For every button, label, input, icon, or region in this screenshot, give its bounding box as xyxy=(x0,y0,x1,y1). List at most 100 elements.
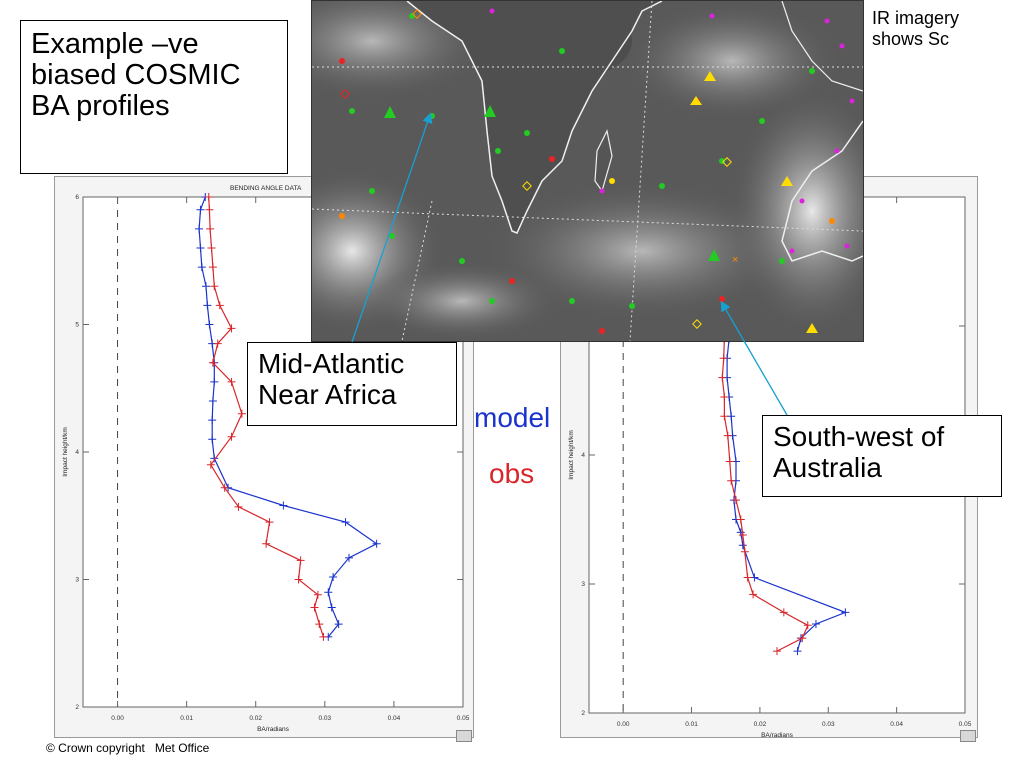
chart0-obs-point xyxy=(206,224,215,233)
chart1-obs-point xyxy=(738,530,747,539)
chart1-obs-point xyxy=(743,573,752,582)
chart1-obs-point xyxy=(773,647,781,656)
chart1-obs-point xyxy=(718,373,727,382)
chart1-obs-point xyxy=(803,621,812,630)
chart1-y-tick-label: 4 xyxy=(581,452,585,459)
callout-mid-atlantic: Mid-Atlantic Near Africa xyxy=(247,342,457,426)
chart0-obs-point xyxy=(210,282,219,291)
chart0-model-point xyxy=(345,553,353,562)
chart1-model-point xyxy=(727,412,736,421)
chart1-obs-point xyxy=(798,634,807,643)
chart1-series-obs xyxy=(718,334,812,656)
chart1-model-point xyxy=(841,608,850,617)
chart0-x-tick-label: 0.05 xyxy=(457,715,470,722)
chart0-model-point xyxy=(196,205,205,214)
ir-imagery-note: IR imagery shows Sc xyxy=(872,8,960,49)
chart1-x-tick-label: 0.03 xyxy=(822,721,835,728)
chart0-model-point xyxy=(372,539,381,548)
callout-sw-australia-text: South-west of Australia xyxy=(773,421,945,483)
chart0-obs-point xyxy=(213,339,222,348)
chart0-y-tick-label: 4 xyxy=(75,449,79,456)
chart0-obs-point xyxy=(206,460,215,469)
chart1-model-point xyxy=(750,573,759,582)
chart1-obs-point xyxy=(740,547,749,556)
left-scroll-handle[interactable] xyxy=(456,730,472,742)
chart0-obs-point xyxy=(294,575,303,584)
chart0-model-point xyxy=(203,301,212,310)
chart1-model-point xyxy=(811,619,820,628)
chart0-y-tick-label: 2 xyxy=(75,704,79,711)
chart1-obs-point xyxy=(736,515,745,524)
chart0-model-point xyxy=(334,620,343,629)
chart0-series-model xyxy=(195,193,381,641)
leader-sw-australia xyxy=(720,300,788,416)
chart0-x-axis-label: BA/radians xyxy=(257,726,290,733)
chart0-model-point xyxy=(327,603,336,612)
chart0-obs-point xyxy=(227,432,236,441)
chart0-y-axis-label: Impact height/km xyxy=(62,427,69,477)
chart0-x-tick-label: 0.03 xyxy=(318,715,331,722)
chart0-x-tick-label: 0.04 xyxy=(388,715,401,722)
ir-satellite-image: × xyxy=(311,0,864,342)
chart0-obs-point xyxy=(205,205,214,214)
chart0-obs-point xyxy=(227,324,236,333)
chart0-obs-point xyxy=(234,502,243,511)
chart0-obs-point xyxy=(220,483,229,492)
chart0-model-point xyxy=(196,244,205,252)
chart0-obs-point xyxy=(237,409,246,418)
chart1-x-tick-label: 0.00 xyxy=(617,721,630,728)
chart1-obs-point xyxy=(723,431,732,440)
chart0-model-point xyxy=(329,572,338,581)
chart1-obs-point xyxy=(779,608,788,617)
chart1-model-point xyxy=(793,647,802,656)
chart0-obs-point xyxy=(208,358,217,367)
chart0-x-tick-label: 0.02 xyxy=(249,715,262,722)
chart0-model-point xyxy=(201,282,210,291)
chart0-model-point xyxy=(208,435,217,444)
chart0-obs-point xyxy=(296,556,305,565)
chart1-model-point xyxy=(738,541,747,550)
chart1-x-axis-label: BA/radians xyxy=(761,732,794,738)
chart0-title: BENDING ANGLE DATA xyxy=(230,185,302,192)
chart0-obs-point xyxy=(310,603,319,612)
chart1-obs-point xyxy=(719,354,728,363)
chart0-obs-point xyxy=(262,539,271,548)
chart0-model-point xyxy=(208,397,217,405)
chart1-x-tick-label: 0.05 xyxy=(959,721,972,728)
satellite-drawing: × xyxy=(312,1,863,341)
chart1-obs-point xyxy=(720,392,729,401)
chart1-y-tick-label: 2 xyxy=(581,710,585,717)
right-scroll-handle[interactable] xyxy=(960,730,976,742)
chart0-obs-point xyxy=(207,244,216,252)
chart0-x-tick-label: 0.00 xyxy=(111,715,124,722)
chart1-obs-point xyxy=(731,496,740,505)
chart0-obs-point xyxy=(315,620,324,629)
chart0-obs-point xyxy=(319,632,328,641)
chart0-model-point xyxy=(279,501,288,510)
chart0-model-point xyxy=(341,518,350,527)
chart0-obs-point xyxy=(208,263,217,272)
chart0-obs-point xyxy=(313,590,322,599)
satellite-markers: × xyxy=(339,8,855,334)
title-box: Example –ve biased COSMIC BA profiles xyxy=(20,20,288,174)
chart0-model-point xyxy=(208,416,217,425)
chart0-y-tick-label: 6 xyxy=(75,194,79,201)
chart1-x-tick-label: 0.02 xyxy=(754,721,767,728)
chart0-model-point xyxy=(324,588,333,597)
chart0-x-tick-label: 0.01 xyxy=(180,715,193,722)
callout-mid-atlantic-text: Mid-Atlantic Near Africa xyxy=(258,348,405,410)
chart1-obs-point xyxy=(727,476,736,485)
chart0-obs-point xyxy=(265,518,274,527)
chart0-y-tick-label: 5 xyxy=(75,322,79,329)
leader-mid-atlantic xyxy=(351,112,433,343)
chart1-x-tick-label: 0.01 xyxy=(685,721,698,728)
chart1-obs-point xyxy=(749,590,758,599)
chart1-obs-point xyxy=(725,457,734,466)
footer-copyright: © Crown copyright Met Office xyxy=(46,741,210,755)
chart0-model-point xyxy=(210,377,219,386)
chart1-y-tick-label: 3 xyxy=(581,581,585,588)
chart0-series-obs xyxy=(204,193,328,641)
chart1-obs-point xyxy=(720,412,729,421)
chart0-model-point xyxy=(195,224,204,233)
